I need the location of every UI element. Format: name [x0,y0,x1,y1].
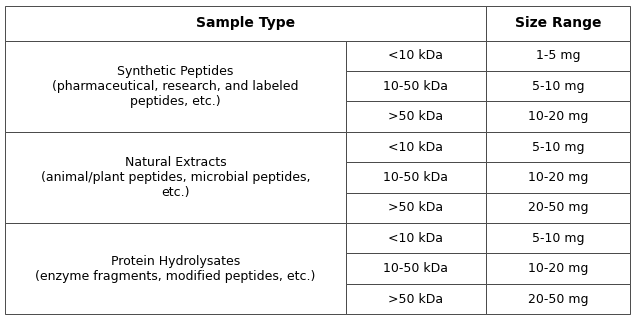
Bar [345,162,486,193]
Bar [486,223,630,253]
Text: 20-50 mg: 20-50 mg [528,201,588,214]
Text: 5-10 mg: 5-10 mg [532,80,584,93]
Bar [345,284,486,314]
Bar [5,41,345,132]
Bar [345,71,486,101]
Text: 5-10 mg: 5-10 mg [532,140,584,154]
Bar [345,132,486,162]
Text: 10-50 kDa: 10-50 kDa [384,171,448,184]
Text: <10 kDa: <10 kDa [389,232,443,245]
Text: <10 kDa: <10 kDa [389,140,443,154]
Bar [486,162,630,193]
Text: Synthetic Peptides
(pharmaceutical, research, and labeled
peptides, etc.): Synthetic Peptides (pharmaceutical, rese… [52,65,298,108]
Text: 10-50 kDa: 10-50 kDa [384,262,448,275]
Text: Sample Type: Sample Type [196,16,295,30]
Bar [345,223,486,253]
Text: >50 kDa: >50 kDa [389,110,443,123]
Bar [486,284,630,314]
Bar [486,41,630,71]
Bar [345,193,486,223]
Bar [5,132,345,223]
Text: 5-10 mg: 5-10 mg [532,232,584,245]
Text: 20-50 mg: 20-50 mg [528,292,588,306]
Bar [5,6,486,41]
Bar [486,101,630,132]
Text: Protein Hydrolysates
(enzyme fragments, modified peptides, etc.): Protein Hydrolysates (enzyme fragments, … [35,255,316,283]
Bar [5,223,345,314]
Text: >50 kDa: >50 kDa [389,201,443,214]
Bar [486,6,630,41]
Text: 10-20 mg: 10-20 mg [528,171,588,184]
Bar [486,193,630,223]
Bar [486,132,630,162]
Text: Natural Extracts
(animal/plant peptides, microbial peptides,
etc.): Natural Extracts (animal/plant peptides,… [41,156,310,199]
Bar [486,71,630,101]
Text: <10 kDa: <10 kDa [389,49,443,62]
Bar [345,41,486,71]
Text: 10-20 mg: 10-20 mg [528,262,588,275]
Text: 10-20 mg: 10-20 mg [528,110,588,123]
Bar [486,253,630,284]
Bar [345,253,486,284]
Text: 10-50 kDa: 10-50 kDa [384,80,448,93]
Bar [345,101,486,132]
Text: 1-5 mg: 1-5 mg [536,49,580,62]
Text: Size Range: Size Range [515,16,601,30]
Text: >50 kDa: >50 kDa [389,292,443,306]
